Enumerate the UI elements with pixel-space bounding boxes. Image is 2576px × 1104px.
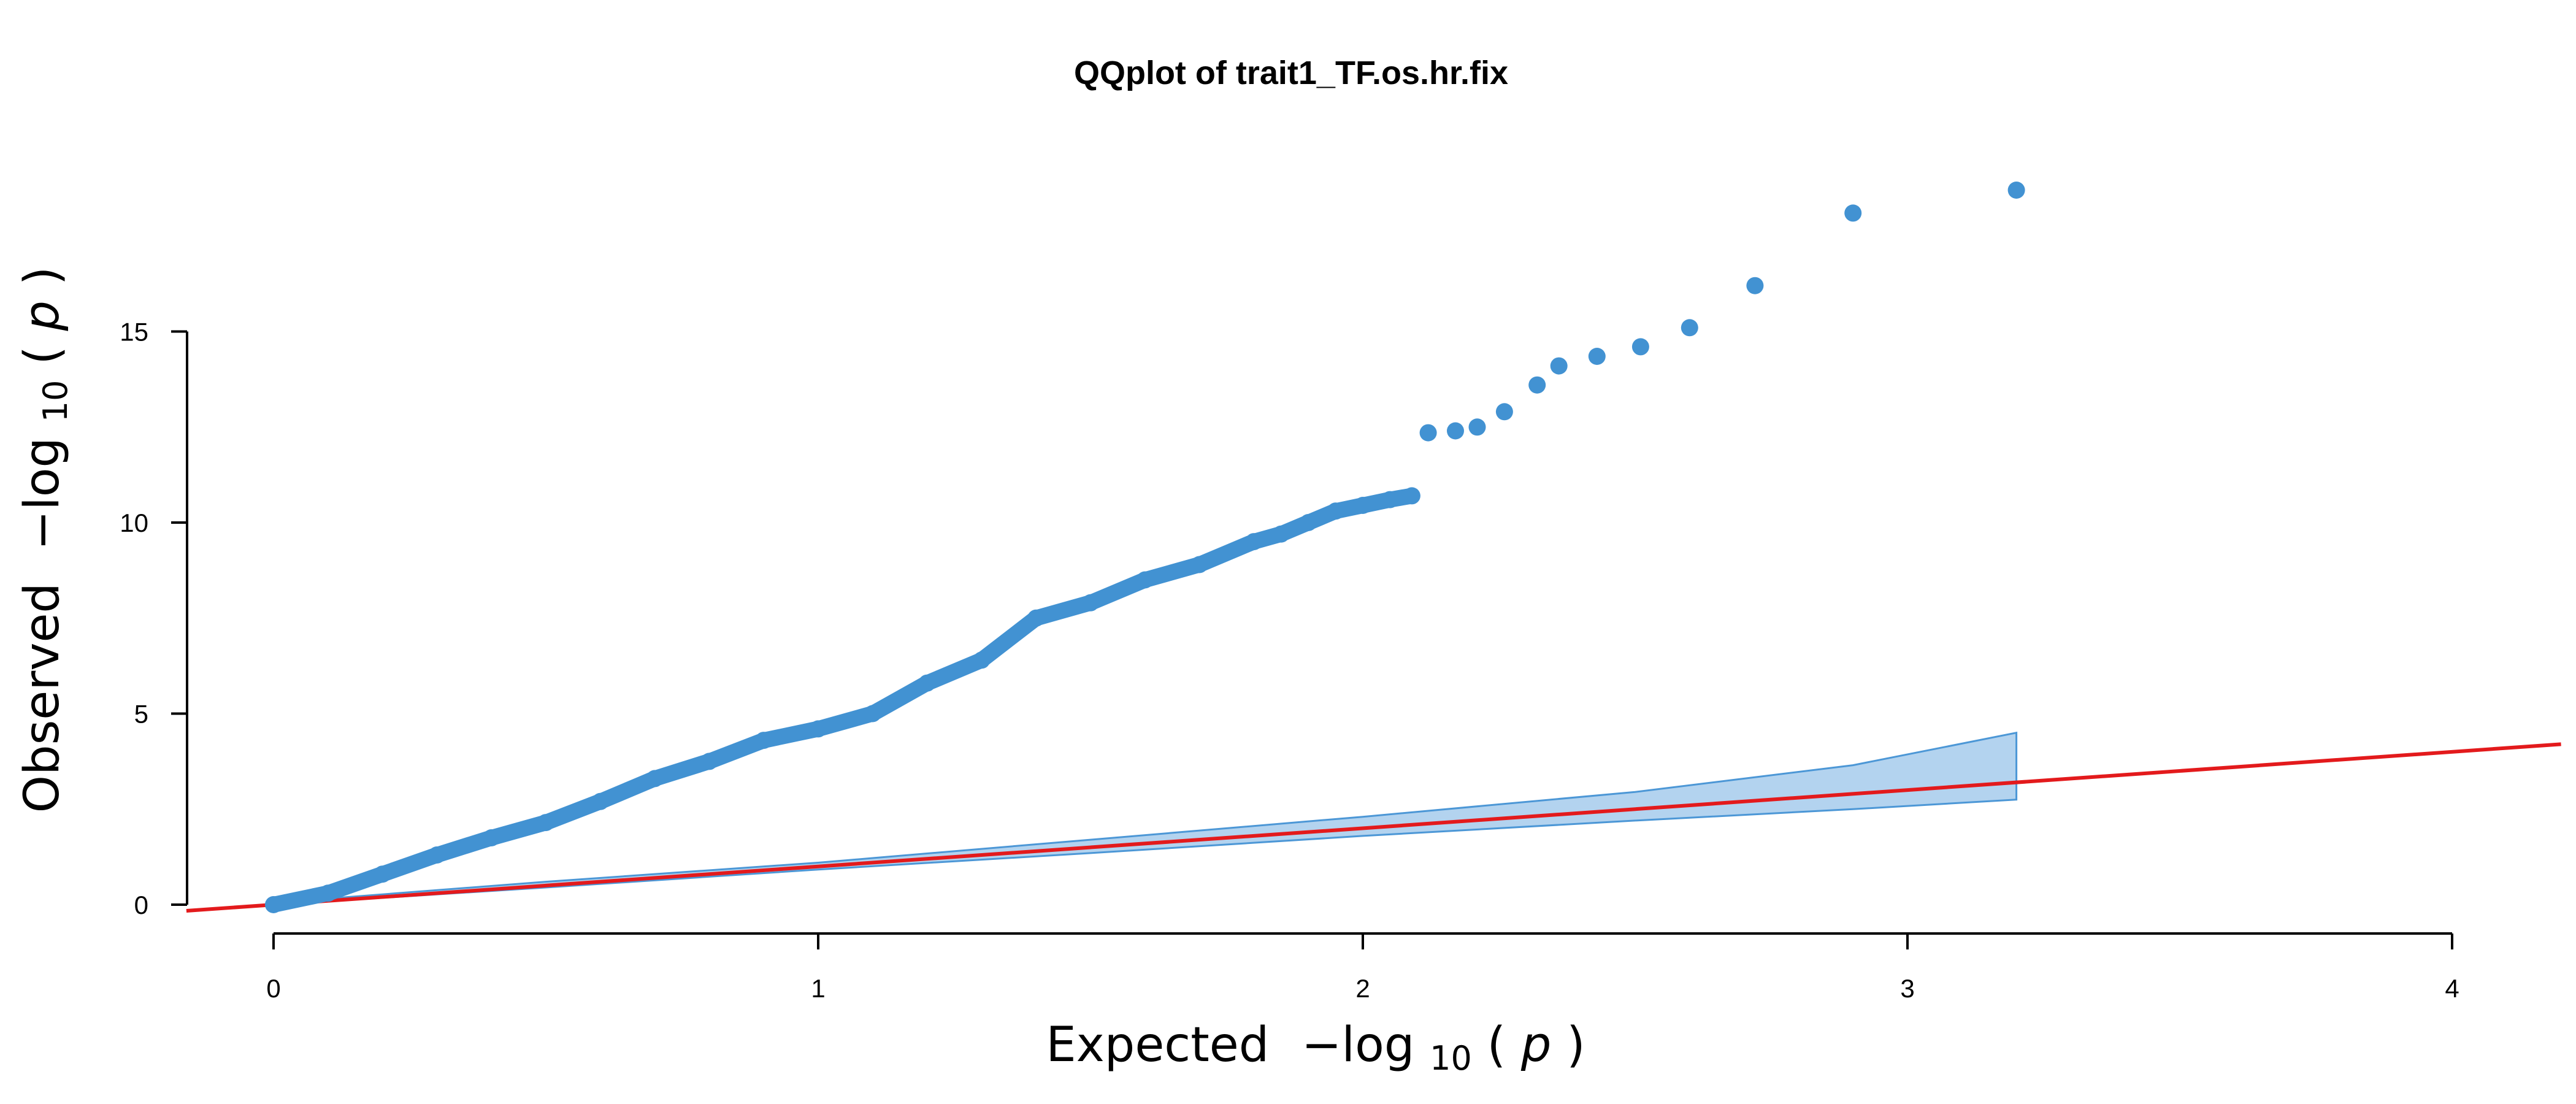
data-point [1419, 424, 1437, 442]
data-point [1136, 571, 1154, 589]
data-point [1631, 338, 1649, 356]
data-point [700, 753, 718, 770]
y-axis-title-sub: 10 [36, 380, 75, 422]
y-tick-label: 0 [134, 891, 148, 919]
x-tick-label: 1 [811, 974, 825, 1003]
data-point [1746, 277, 1764, 294]
data-point [483, 829, 500, 846]
data-point [1327, 502, 1344, 520]
data-point [1588, 348, 1606, 365]
data-point [1495, 403, 1513, 421]
data-point [1528, 376, 1546, 394]
y-tick-label: 5 [134, 700, 148, 729]
x-axis-title-sub: 10 [1430, 1039, 1472, 1078]
data-point [1354, 497, 1371, 514]
data-point [1681, 319, 1698, 337]
points-layer [265, 182, 2025, 913]
data-point [374, 865, 391, 883]
data-point [755, 732, 773, 749]
x-axis-title-expr: −log [1301, 1018, 1414, 1073]
y-tick-label: 15 [120, 318, 148, 347]
data-point [537, 814, 554, 832]
confidence-band-layer [272, 731, 2018, 906]
x-tick-label: 2 [1355, 974, 1370, 1003]
data-point [319, 884, 337, 902]
data-point [1844, 204, 1862, 222]
y-axis-title: Observed −log 10 ( p ) [15, 267, 79, 813]
data-point [1082, 594, 1099, 611]
data-point [1245, 533, 1263, 551]
data-point [1403, 487, 1420, 505]
data-point [1027, 609, 1045, 627]
data-point [646, 770, 664, 788]
data-point [591, 792, 609, 810]
x-tick-label: 0 [266, 974, 280, 1003]
data-point [1447, 422, 1464, 440]
x-axis-title-arg: p [1520, 1018, 1552, 1073]
chart-title: QQplot of trait1_TF.os.hr.fix [1074, 55, 1508, 91]
data-point [265, 896, 282, 913]
data-point [428, 846, 446, 864]
data-point [1190, 556, 1208, 573]
reference-line-layer [186, 742, 2561, 913]
data-point [1381, 491, 1399, 508]
y-tick-label: 10 [120, 508, 148, 537]
data-point [2007, 182, 2025, 199]
y-axis-title-expr: −log [15, 437, 70, 550]
x-axis: 0 1 2 3 4 [266, 932, 2459, 1003]
confidence-band [272, 731, 2018, 906]
x-tick-label: 3 [1900, 974, 1914, 1003]
data-point [810, 720, 827, 738]
data-point [1272, 525, 1290, 543]
data-point [864, 705, 881, 723]
y-axis-title-prefix: Observed [15, 583, 70, 813]
x-axis-title-prefix: Expected [1046, 1018, 1269, 1073]
x-tick-label: 4 [2445, 974, 2459, 1003]
x-axis-title: Expected −log 10 ( p ) [1046, 1018, 1585, 1081]
data-point [918, 674, 936, 692]
reference-line [186, 742, 2561, 913]
data-point [973, 651, 991, 669]
y-axis: 0 5 10 15 [120, 318, 188, 919]
data-point [1468, 418, 1486, 436]
data-point [1550, 357, 1568, 375]
data-point [1300, 514, 1317, 531]
y-axis-title-arg: p [15, 301, 70, 332]
